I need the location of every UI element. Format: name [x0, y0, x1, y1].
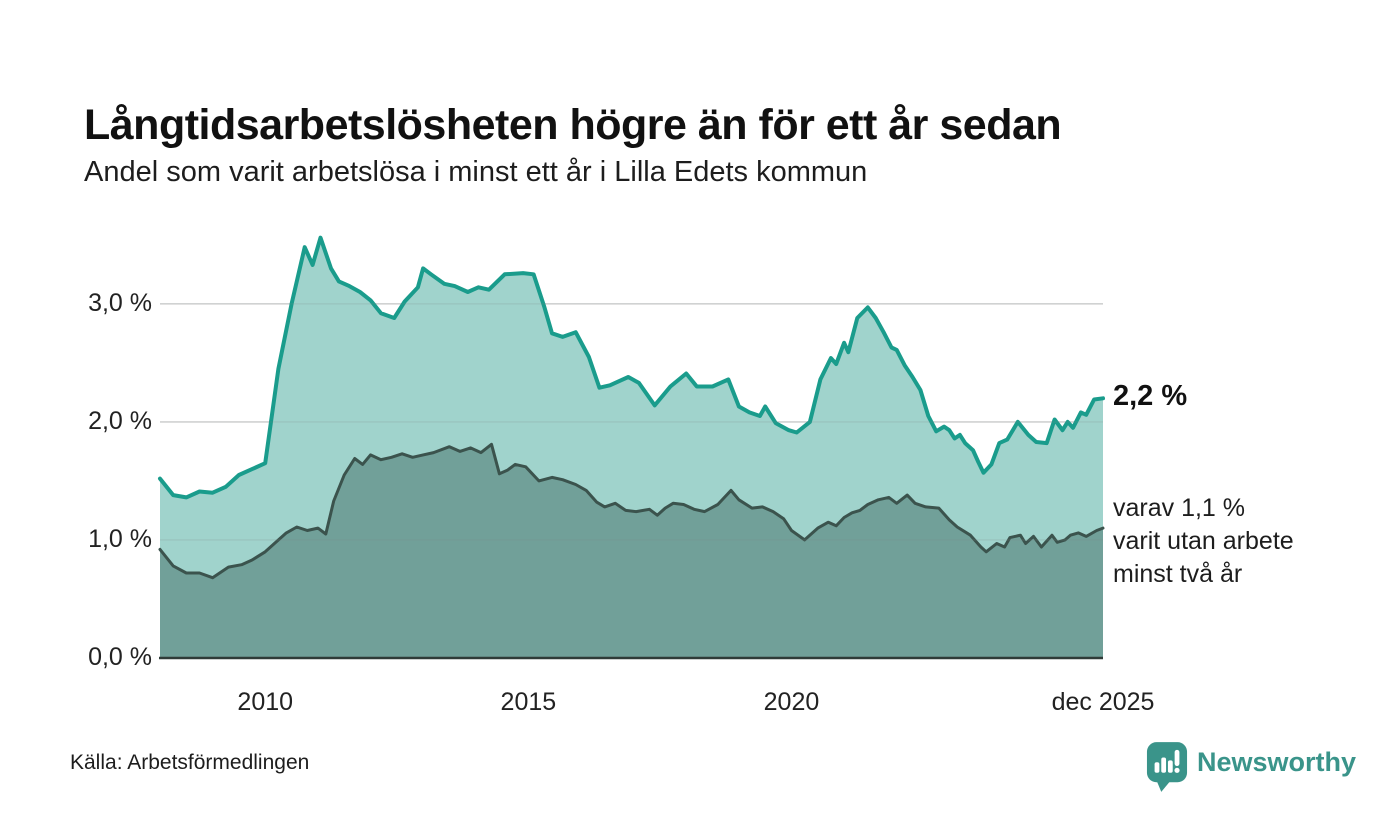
x-axis-tick-label: 2020	[763, 688, 820, 716]
logo-bar-1	[1154, 762, 1160, 773]
x-axis-tick-label: 2010	[237, 688, 294, 716]
value-label-latest-total: 2,2 %	[1113, 380, 1188, 413]
logo-exclamation-dot	[1174, 767, 1180, 773]
newsworthy-wordmark: Newsworthy	[1197, 747, 1357, 777]
newsworthy-icon	[1146, 742, 1188, 792]
line-series-0	[158, 235, 1105, 500]
newsworthy-logo: Newsworthy	[1146, 741, 1356, 793]
x-axis-tick-label: dec 2025	[1051, 688, 1155, 716]
y-axis-tick-label: 1,0 %	[88, 524, 152, 553]
y-axis-tick-label: 0,0 %	[88, 643, 152, 671]
chart-title: Långtidsarbetslösheten högre än för ett …	[84, 100, 1062, 149]
area-series-1	[160, 444, 1103, 658]
source-note: Källa: Arbetsförmedlingen	[70, 751, 310, 774]
y-axis-tick-label: 3,0 %	[88, 288, 152, 317]
logo-exclamation-bar	[1174, 749, 1180, 767]
logo-bar-3	[1167, 760, 1173, 773]
y-axis-tick-label: 2,0 %	[88, 406, 152, 435]
logo-bar-2	[1161, 757, 1167, 773]
line-series-1	[158, 442, 1105, 580]
annotation-two-year-note: varav 1,1 % varit utan arbete minst två …	[1113, 494, 1294, 588]
x-axis-tick-label: 2015	[500, 688, 557, 716]
chart-subtitle: Andel som varit arbetslösa i minst ett å…	[84, 156, 868, 188]
